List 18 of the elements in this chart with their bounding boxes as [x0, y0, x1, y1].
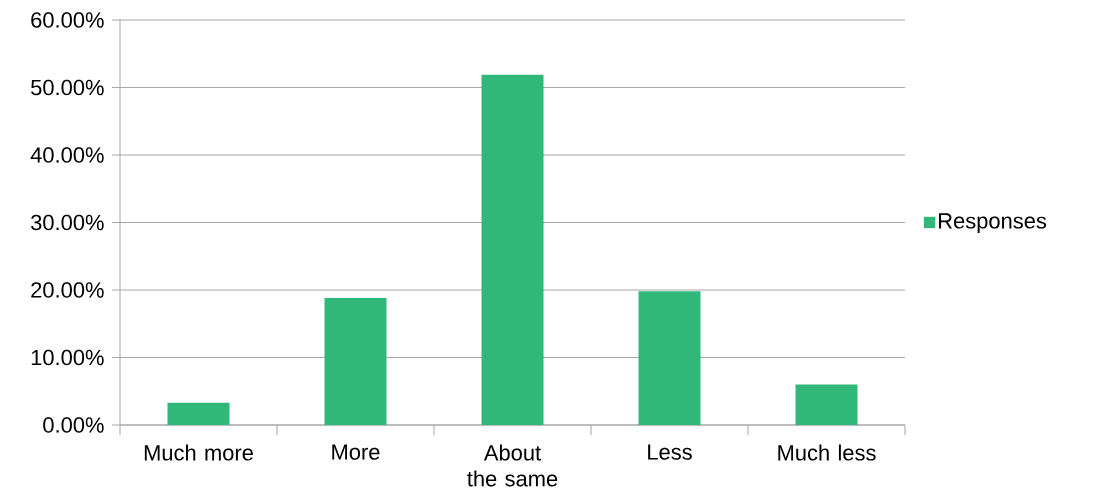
y-tick-label: 60.00% [31, 12, 104, 28]
y-tick-label: 30.00% [30, 214, 104, 231]
bar [638, 291, 701, 425]
bar [481, 74, 544, 425]
y-tick-label: 40.00% [30, 147, 104, 163]
bar [795, 384, 858, 425]
legend-label: Responses [939, 213, 1047, 233]
x-tick-label: Less [648, 444, 692, 460]
x-tick-label: Much more [144, 444, 253, 461]
y-tick-label: 50.00% [31, 79, 104, 96]
bar [324, 298, 387, 425]
bar [167, 402, 230, 425]
y-tick-label: 20.00% [31, 282, 104, 298]
x-tick-label: Much less [778, 444, 876, 461]
y-tick-label: 0.00% [43, 417, 104, 433]
x-tick-label: About the same [467, 444, 558, 487]
y-tick-label: 10.00% [31, 349, 104, 366]
x-tick-label: More [332, 444, 380, 460]
